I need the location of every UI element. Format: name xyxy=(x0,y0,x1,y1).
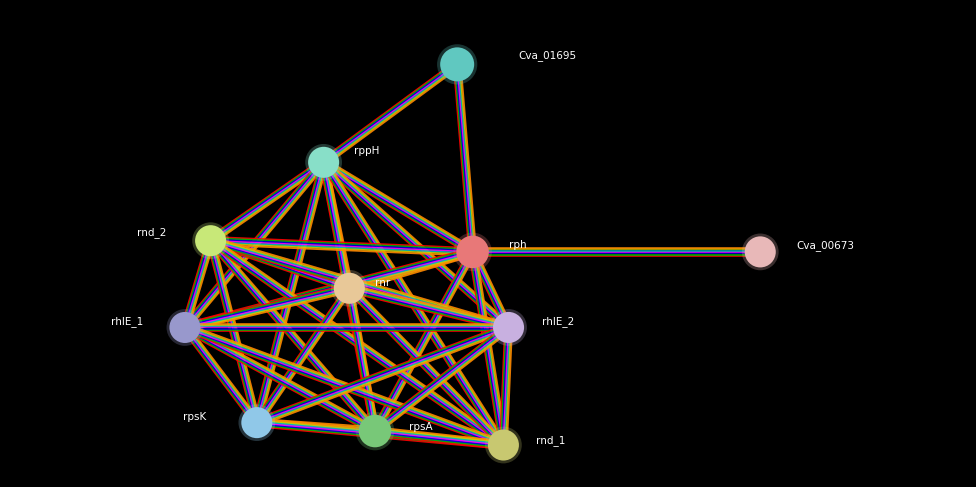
Text: rpsA: rpsA xyxy=(409,422,432,431)
Point xyxy=(367,427,383,435)
Point xyxy=(177,323,192,331)
Text: rhlE_1: rhlE_1 xyxy=(111,316,143,327)
Point xyxy=(316,158,332,166)
Point xyxy=(316,158,332,166)
Point xyxy=(496,441,511,449)
Text: rph: rph xyxy=(508,240,526,250)
Text: rnd_2: rnd_2 xyxy=(137,227,166,238)
Point xyxy=(752,248,768,256)
Point xyxy=(501,323,516,331)
Point xyxy=(501,323,516,331)
Point xyxy=(367,427,383,435)
Point xyxy=(465,248,480,256)
Point xyxy=(177,323,192,331)
Text: rnd_1: rnd_1 xyxy=(536,435,566,446)
Point xyxy=(249,419,264,427)
Text: rpsK: rpsK xyxy=(183,412,206,422)
Point xyxy=(449,60,465,68)
Point xyxy=(203,237,219,244)
Text: rppH: rppH xyxy=(354,146,380,156)
Point xyxy=(342,284,357,292)
Point xyxy=(449,60,465,68)
Text: Cva_00673: Cva_00673 xyxy=(796,240,854,251)
Point xyxy=(465,248,480,256)
Text: rhlE_2: rhlE_2 xyxy=(543,316,575,327)
Text: rnr: rnr xyxy=(375,278,390,288)
Point xyxy=(496,441,511,449)
Text: Cva_01695: Cva_01695 xyxy=(519,51,577,61)
Point xyxy=(752,248,768,256)
Point xyxy=(342,284,357,292)
Point xyxy=(203,237,219,244)
Point xyxy=(249,419,264,427)
